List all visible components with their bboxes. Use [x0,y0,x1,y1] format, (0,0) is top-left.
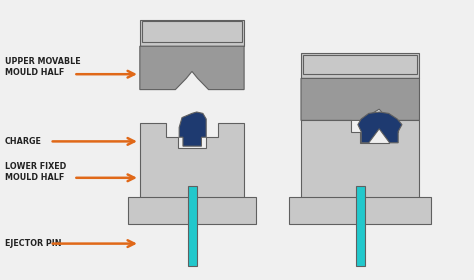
Bar [140,20,244,46]
Text: CHARGE: CHARGE [5,137,42,146]
Bar [303,55,417,74]
Text: LOWER FIXED
MOULD HALF: LOWER FIXED MOULD HALF [5,162,66,183]
Bar [301,53,419,78]
Polygon shape [358,112,402,143]
Bar [356,186,365,266]
Bar [128,197,256,224]
Polygon shape [140,46,244,90]
Bar [188,186,197,266]
Text: EJECTOR PIN: EJECTOR PIN [5,239,61,248]
Bar [289,197,431,224]
Bar [142,21,242,42]
Polygon shape [301,78,419,120]
Text: UPPER MOVABLE
MOULD HALF: UPPER MOVABLE MOULD HALF [5,57,81,78]
Polygon shape [179,112,206,146]
Polygon shape [140,123,244,199]
Polygon shape [301,120,419,199]
